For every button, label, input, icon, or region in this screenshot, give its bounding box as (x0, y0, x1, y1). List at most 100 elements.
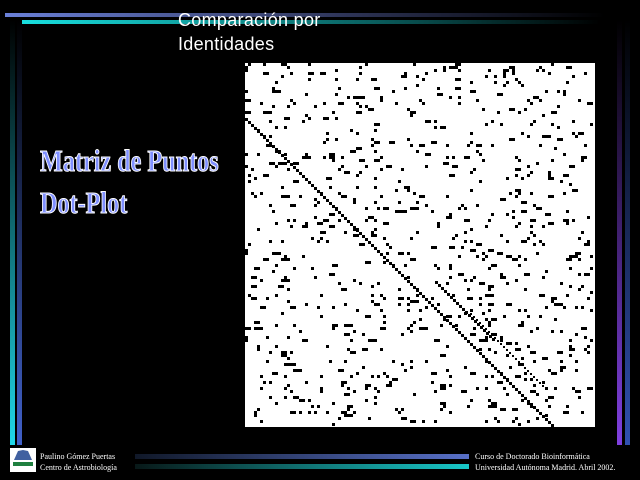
dot (470, 399, 473, 402)
dot (293, 102, 296, 105)
dot (260, 306, 266, 309)
dot (560, 180, 563, 183)
dot (323, 102, 326, 105)
dot (263, 136, 266, 139)
dot (527, 370, 529, 372)
dot (518, 111, 521, 114)
dot (485, 360, 488, 363)
dot (446, 156, 449, 159)
dot (290, 411, 296, 414)
dot (419, 144, 422, 147)
dot (545, 418, 548, 421)
dot (260, 387, 263, 390)
dot (578, 99, 581, 102)
dot (257, 327, 263, 330)
dot (356, 372, 359, 375)
dot (347, 408, 350, 411)
dot (578, 390, 581, 393)
dot (341, 214, 344, 217)
dot (488, 321, 491, 324)
dot (407, 303, 410, 306)
dot (455, 63, 461, 66)
dot (365, 63, 368, 66)
dot (476, 319, 478, 321)
dot (443, 69, 446, 72)
dot (410, 111, 416, 114)
dot (344, 324, 350, 327)
dot (287, 300, 290, 303)
dot (524, 273, 530, 276)
dot (530, 231, 533, 234)
dot (332, 306, 335, 309)
dot (572, 120, 575, 123)
dot (518, 192, 521, 195)
dot (542, 415, 545, 418)
dot (449, 384, 452, 387)
dot (338, 192, 341, 195)
dot (515, 348, 521, 351)
dot (518, 222, 521, 225)
dot (572, 189, 575, 192)
dot (410, 207, 416, 210)
dot (410, 283, 413, 286)
dot (455, 87, 461, 90)
dot (527, 400, 530, 403)
dot (245, 252, 248, 255)
dot (470, 240, 473, 243)
dot (386, 384, 389, 387)
dot (353, 96, 359, 99)
dot (266, 144, 272, 147)
dot (539, 66, 542, 69)
dot (518, 255, 521, 258)
dot (527, 165, 530, 168)
dot (254, 127, 257, 130)
dot (263, 174, 269, 177)
dot (281, 354, 284, 357)
dot (248, 111, 251, 114)
dot (338, 369, 341, 372)
dot (305, 381, 308, 384)
dot (353, 411, 356, 414)
dot (395, 268, 398, 271)
dot (590, 123, 593, 126)
dot (489, 335, 492, 338)
dot (452, 294, 455, 297)
dot (275, 294, 278, 297)
dot (455, 328, 458, 331)
dot (254, 327, 257, 330)
dot (536, 393, 539, 396)
dot (483, 329, 486, 332)
dot (284, 396, 287, 399)
dot (524, 210, 527, 213)
dot (431, 304, 434, 307)
dot (344, 333, 347, 336)
dot (320, 387, 323, 390)
dot (464, 207, 467, 210)
dot (518, 168, 521, 171)
dot (401, 274, 404, 277)
dot (398, 297, 404, 300)
dot (470, 372, 473, 375)
dot (482, 325, 484, 327)
dot (506, 342, 512, 345)
dot (491, 364, 494, 367)
dot (473, 372, 476, 375)
dot (371, 294, 374, 297)
dot (260, 192, 263, 195)
dot (356, 132, 359, 135)
dot (506, 81, 509, 84)
dot (524, 372, 527, 375)
dot (320, 237, 323, 240)
dot (536, 207, 542, 210)
dot (338, 282, 341, 285)
dot (551, 111, 557, 114)
dot (419, 318, 422, 321)
dot (446, 216, 452, 219)
dot (395, 189, 398, 192)
dot (452, 237, 455, 240)
dot (533, 96, 539, 99)
dot (566, 81, 569, 84)
dot (329, 360, 332, 363)
dot (329, 213, 335, 216)
dot (299, 411, 302, 414)
